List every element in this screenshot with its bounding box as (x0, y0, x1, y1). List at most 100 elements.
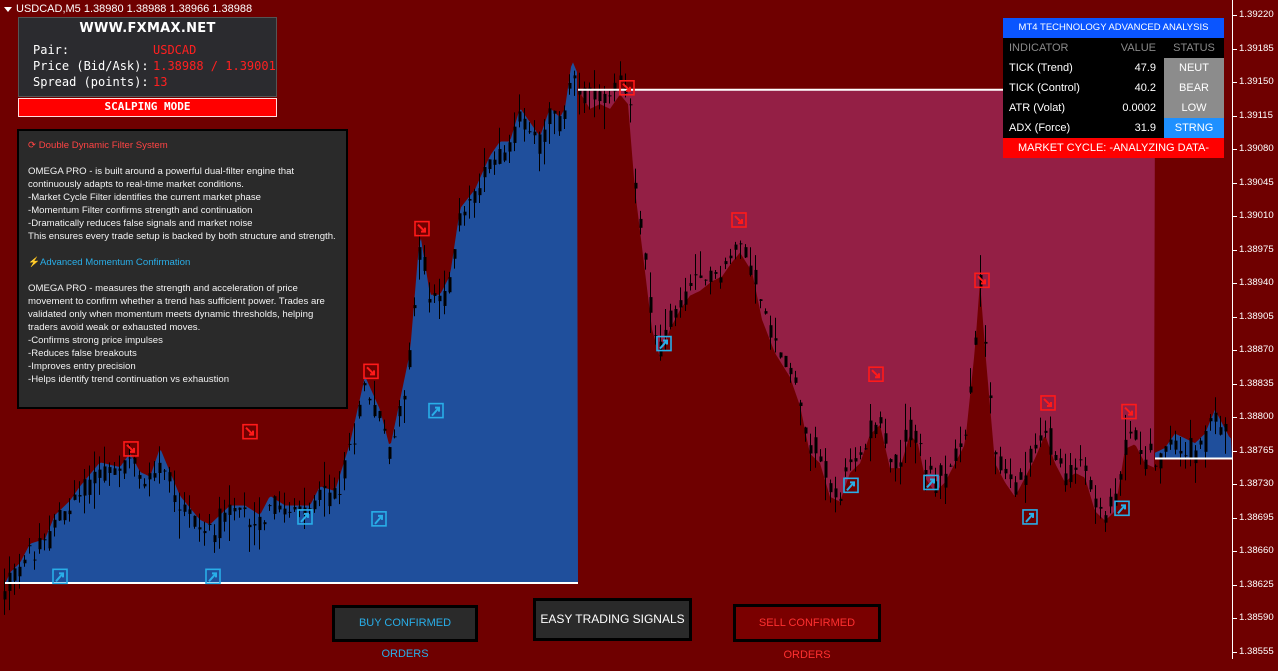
sell-signal-icon (974, 272, 990, 289)
candle-body (914, 430, 918, 443)
candle-body (929, 465, 933, 470)
candle-body (18, 566, 22, 577)
candle-body (909, 419, 913, 441)
candle-body (538, 134, 542, 154)
up-arrow-icon (208, 572, 217, 582)
candle-body (328, 492, 332, 507)
candle-body (1094, 498, 1098, 508)
indicator-value: 47.9 (1134, 62, 1156, 74)
price-tick (1233, 82, 1237, 84)
candle-body (28, 545, 32, 547)
candle-body (38, 538, 42, 550)
candle-body (644, 253, 648, 260)
candle-body (568, 82, 572, 89)
candle-body (949, 465, 953, 467)
buy-signal-icon (205, 568, 221, 585)
candle-body (1224, 423, 1228, 432)
candle-body (318, 489, 322, 500)
easy-trading-signals-button[interactable]: EASY TRADING SIGNALS (533, 598, 692, 641)
candle-body (298, 506, 302, 511)
candle-body (974, 337, 978, 345)
candle-body (874, 424, 878, 435)
sell-signal-icon (1040, 395, 1056, 411)
section1-text: OMEGA PRO - is built around a powerful d… (28, 166, 336, 242)
signal-frame (731, 212, 747, 228)
candle-body (994, 452, 998, 455)
candle-body (1209, 418, 1213, 422)
candle-body (1109, 496, 1113, 507)
candle-body (1099, 506, 1103, 509)
candle-body (829, 483, 833, 493)
section2-heading: ⚡Advanced Momentum Confirmation (28, 256, 338, 269)
tech-panel-title: MT4 TECHNOLOGY ADVANCED ANALYSIS (1003, 18, 1224, 38)
lightning-icon: ⚡ (28, 257, 40, 268)
spread-label: Spread (points): (33, 75, 149, 89)
candle-body (573, 75, 577, 79)
candle-body (498, 149, 502, 164)
candle-body (989, 395, 993, 399)
candle-body (634, 182, 638, 189)
candle-body (418, 247, 422, 260)
signal-frame (205, 568, 221, 585)
scalping-mode-bar[interactable]: SCALPING MODE (18, 98, 277, 117)
candle-body (749, 265, 753, 275)
candle-body (323, 485, 327, 489)
signal-frame (1040, 395, 1056, 411)
candle-body (1059, 458, 1063, 464)
sell-signal-icon (363, 363, 379, 380)
candle-body (754, 269, 758, 285)
candle-body (1204, 430, 1208, 452)
down-arrow-icon (1043, 398, 1052, 407)
price-tick-label: 1.38905 (1239, 310, 1274, 322)
price-tick-label: 1.38835 (1239, 377, 1274, 389)
candle-body (58, 509, 62, 521)
candle-body (88, 479, 92, 495)
candle-body (864, 448, 868, 450)
candle-body (869, 420, 873, 439)
sell-signal-icon (123, 441, 139, 457)
candle-body (789, 367, 793, 375)
sell-signal-icon (414, 220, 430, 237)
candle-body (368, 398, 372, 401)
candle-body (849, 459, 853, 463)
candle-body (13, 568, 17, 581)
candle-body (223, 512, 227, 522)
candle-body (238, 507, 242, 510)
candle-body (73, 494, 77, 500)
candle-body (478, 188, 482, 196)
candle-body (1039, 435, 1043, 441)
signal-frame (414, 220, 430, 237)
candle-body (178, 509, 182, 511)
candle-body (93, 471, 97, 484)
candle-body (714, 272, 718, 274)
buy-signal-icon (1114, 500, 1130, 517)
candles-layer (3, 61, 1228, 615)
candle-body (108, 467, 112, 473)
candle-body (1134, 430, 1138, 440)
candle-body (619, 75, 623, 81)
candle-body (1124, 439, 1128, 455)
candle-body (518, 111, 522, 122)
buy-signal-icon (428, 402, 444, 419)
chart-menu-triangle-icon[interactable] (4, 6, 12, 12)
candle-body (8, 572, 12, 591)
candle-body (924, 469, 928, 475)
candle-body (128, 457, 132, 459)
signal-frame (923, 474, 939, 491)
price-tick (1233, 383, 1237, 385)
sell-confirmed-orders-button[interactable]: SELL CONFIRMED ORDERS (733, 604, 881, 661)
candle-body (694, 274, 698, 276)
candle-body (809, 445, 813, 454)
candle-body (1164, 446, 1168, 452)
candle-body (964, 434, 968, 436)
candle-body (669, 310, 673, 327)
candle-body (679, 300, 683, 308)
price-axis[interactable] (1232, 0, 1278, 659)
candle-body (1184, 455, 1188, 457)
candle-body (664, 329, 668, 336)
price-tick-label: 1.38870 (1239, 344, 1274, 356)
price-tick-label: 1.38800 (1239, 411, 1274, 423)
price-tick (1233, 15, 1237, 16)
candle-body (674, 308, 678, 318)
buy-confirmed-orders-button[interactable]: BUY CONFIRMED ORDERS (332, 605, 478, 660)
